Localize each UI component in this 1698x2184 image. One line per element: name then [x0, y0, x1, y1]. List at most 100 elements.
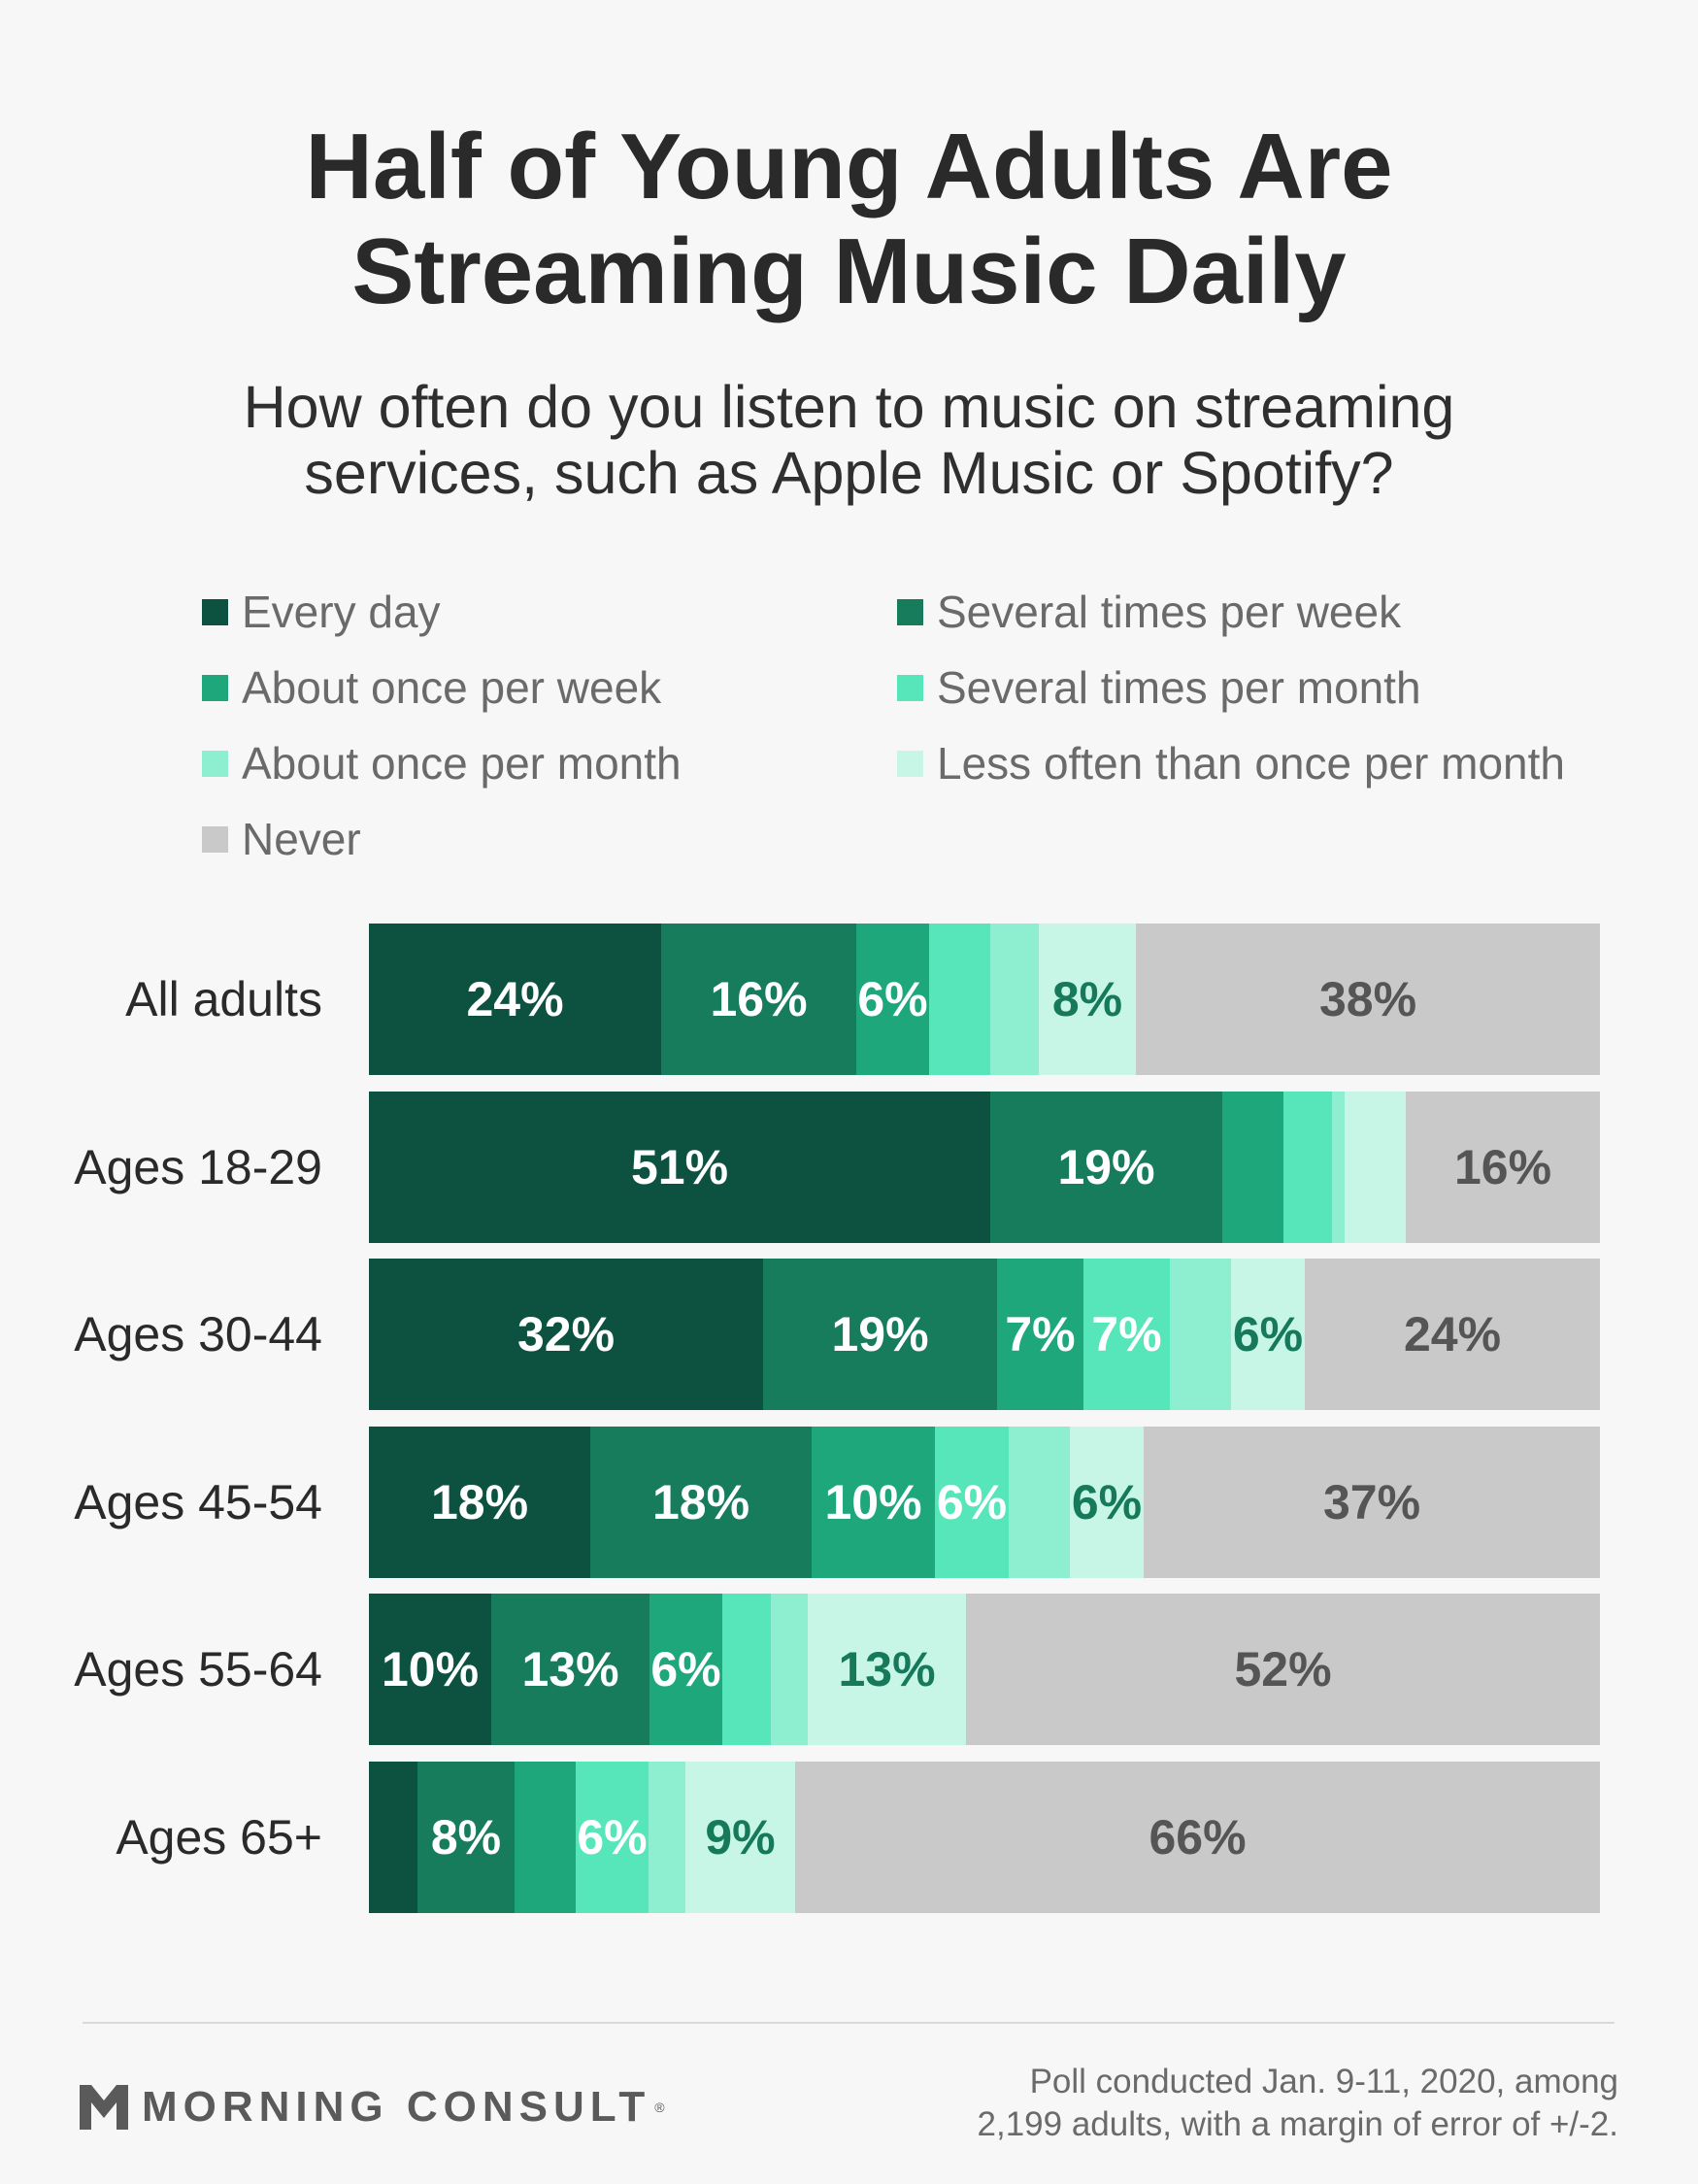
row-label-all-adults: All adults: [125, 972, 322, 1026]
row-label-ages-30-44: Ages 30-44: [74, 1307, 322, 1362]
bar-segment-several-times-per-month: 6%: [935, 1426, 1009, 1578]
footer-divider: [83, 2022, 1615, 2024]
data-label: 24%: [466, 972, 564, 1026]
bar-ages-18-29: 51% 19% 16%: [369, 1091, 1600, 1243]
legend-swatch: [202, 825, 228, 853]
chart-legend: Every day Several times per week About onc…: [202, 583, 1619, 874]
data-label: 32%: [516, 1307, 616, 1362]
bar-segment-less-often-than-once-per-month: 8%: [1039, 924, 1136, 1075]
bar-segment-never: 37%: [1144, 1426, 1600, 1578]
legend-swatch: [897, 674, 923, 701]
bar-segment-several-times-per-week: 18%: [590, 1426, 812, 1578]
data-label: 13%: [521, 1642, 619, 1697]
bar-segment-less-often-than-once-per-month: 6%: [1070, 1426, 1144, 1578]
legend-swatch: [897, 750, 923, 777]
bar-segment-several-times-per-week: 19%: [763, 1259, 997, 1411]
bar-segment-about-once-per-week: 6%: [856, 924, 929, 1075]
legend-item-several-times-per-week: Several times per week: [897, 583, 1401, 641]
bar-segment-every-day: [369, 1762, 417, 1913]
row-label-ages-55-64: Ages 55-64: [74, 1642, 322, 1697]
bar-segment-every-day: 10%: [369, 1594, 491, 1746]
data-label: 7%: [1091, 1307, 1162, 1362]
data-label: 8%: [430, 1810, 502, 1865]
bar-ages-65: 8% 6% 9% 66%: [369, 1762, 1600, 1913]
bar-segment-less-often-than-once-per-month: [1345, 1091, 1406, 1243]
legend-swatch: [202, 750, 228, 777]
legend-item-several-times-per-month: Several times per month: [897, 658, 1421, 717]
legend-item-less-often-than-once-per-month: Less often than once per month: [897, 734, 1565, 792]
bar-segment-several-times-per-week: 8%: [417, 1762, 515, 1913]
bar-segment-about-once-per-month: [771, 1594, 808, 1746]
bar-segment-several-times-per-month: [929, 924, 990, 1075]
row-label-ages-45-54: Ages 45-54: [74, 1474, 322, 1529]
data-label: 24%: [1403, 1307, 1502, 1362]
data-label: 16%: [710, 972, 808, 1026]
bar-segment-less-often-than-once-per-month: 13%: [808, 1594, 966, 1746]
data-label: 6%: [577, 1810, 648, 1865]
logo-registered-mark: ®: [654, 2100, 665, 2115]
data-label: 37%: [1322, 1474, 1421, 1529]
subtitle-line-2: services, such as Apple Music or Spotify…: [304, 440, 1394, 506]
bar-segment-about-once-per-week: 7%: [997, 1259, 1083, 1411]
data-label: 51%: [630, 1139, 729, 1194]
data-label: 10%: [381, 1642, 480, 1697]
legend-label: About once per month: [242, 738, 682, 789]
bar-segment-several-times-per-month: [1283, 1091, 1332, 1243]
bar-all-adults: 24% 16% 6% 8% 38%: [369, 924, 1600, 1075]
chart-title: Half of Young Adults Are Streaming Music…: [0, 115, 1698, 324]
bar-segment-about-once-per-month: [1009, 1426, 1070, 1578]
bar-segment-every-day: 18%: [369, 1426, 590, 1578]
data-label: 6%: [650, 1642, 721, 1697]
source-line-2: 2,199 adults, with a margin of error of …: [977, 2105, 1618, 2143]
legend-label: Several times per week: [937, 587, 1402, 637]
bar-segment-about-once-per-month: [649, 1762, 685, 1913]
legend-item-never: Never: [202, 810, 361, 868]
data-label: 16%: [1453, 1139, 1552, 1194]
bar-segment-about-once-per-week: 6%: [649, 1594, 722, 1746]
legend-label: Never: [242, 814, 361, 864]
data-label: 6%: [857, 972, 928, 1026]
bar-segment-several-times-per-week: 19%: [990, 1091, 1222, 1243]
bar-segment-every-day: 24%: [369, 924, 661, 1075]
bar-segment-every-day: 51%: [369, 1091, 990, 1243]
source-note: Poll conducted Jan. 9-11, 2020, among 2,…: [881, 2061, 1618, 2146]
legend-item-about-once-per-week: About once per week: [202, 658, 661, 717]
legend-swatch: [897, 598, 923, 625]
bar-segment-several-times-per-month: [722, 1594, 771, 1746]
data-label: 19%: [1057, 1139, 1155, 1194]
data-label: 18%: [430, 1474, 529, 1529]
title-line-2: Streaming Music Daily: [351, 219, 1347, 323]
bar-segment-about-once-per-week: [515, 1762, 576, 1913]
bar-segment-several-times-per-month: 6%: [576, 1762, 649, 1913]
bar-segment-about-once-per-week: 10%: [812, 1426, 935, 1578]
bar-segment-several-times-per-week: 13%: [491, 1594, 649, 1746]
bar-segment-about-once-per-month: [990, 924, 1039, 1075]
data-label: 66%: [1149, 1810, 1247, 1865]
bar-ages-55-64: 10% 13% 6% 13% 52%: [369, 1594, 1600, 1746]
legend-label: About once per week: [242, 662, 662, 713]
bar-segment-about-once-per-month: [1332, 1091, 1345, 1243]
bar-segment-less-often-than-once-per-month: 9%: [685, 1762, 795, 1913]
data-label: 6%: [1232, 1307, 1304, 1362]
legend-item-every-day: Every day: [202, 583, 441, 641]
data-label: 38%: [1318, 972, 1417, 1026]
morning-consult-logo: MORNING CONSULT ®: [80, 2078, 665, 2136]
bar-segment-about-once-per-month: [1170, 1259, 1231, 1411]
row-label-ages-65: Ages 65+: [116, 1810, 322, 1865]
bar-segment-about-once-per-week: [1222, 1091, 1283, 1243]
bar-ages-45-54: 18% 18% 10% 6% 6% 37%: [369, 1426, 1600, 1578]
data-label: 10%: [824, 1474, 922, 1529]
title-line-1: Half of Young Adults Are: [305, 115, 1393, 218]
logo-text: MORNING CONSULT: [142, 2083, 651, 2131]
legend-label: Every day: [242, 587, 441, 637]
data-label: 52%: [1234, 1642, 1332, 1697]
legend-swatch: [202, 674, 228, 701]
data-label: 6%: [936, 1474, 1008, 1529]
legend-label: Less often than once per month: [937, 738, 1565, 789]
data-label: 8%: [1051, 972, 1123, 1026]
data-label: 19%: [831, 1307, 929, 1362]
data-label: 6%: [1071, 1474, 1143, 1529]
row-label-ages-18-29: Ages 18-29: [74, 1139, 322, 1194]
data-label: 9%: [705, 1810, 776, 1865]
